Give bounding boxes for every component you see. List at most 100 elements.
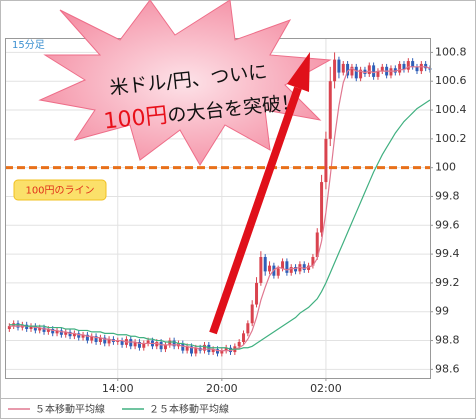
candle-body [202,344,206,351]
y-tick-label: 98.6 [435,362,460,375]
candle-body [294,267,298,272]
candle-body [146,340,150,344]
candle-body [372,65,376,77]
starburst [38,0,332,166]
x-tick-label: 02:00 [310,382,342,395]
candle-body [354,66,358,79]
candle-body [90,336,94,341]
candle-body [116,340,120,342]
y-tick-label: 100.8 [435,45,467,58]
candle-body [328,81,332,139]
candle-body [224,347,228,351]
candle-body [415,66,419,72]
candle-body [307,265,311,270]
candle-body [216,349,219,354]
y-tick-label: 100 [435,161,456,174]
candle-body [220,350,224,354]
candle-body [393,68,397,73]
candle-body [237,341,241,347]
candle-body [25,324,29,330]
candle-body [250,304,254,324]
y-tick-label: 99.4 [435,247,460,260]
candle-body [185,346,189,351]
candle-body [142,343,146,348]
candle-body [16,323,20,328]
candle-body [55,330,59,334]
candle-body [276,268,280,276]
legend: ５本移動平均線 ２５本移動平均線 [8,403,229,416]
candle-body [402,63,406,70]
candle-body [129,339,133,347]
candle-body [285,261,289,273]
candle-body [350,66,354,76]
candle-body [29,326,33,330]
candle-body [72,333,76,337]
candle-body [38,327,42,331]
candle-body [33,326,37,331]
candle-body [46,329,50,332]
candle-body [411,61,415,67]
candle-body [298,264,302,272]
candle-body [163,344,167,350]
x-tick-label: 20:00 [206,382,238,395]
candle-body [320,182,324,233]
candle-body [259,256,263,283]
candle-body [406,61,410,70]
candle-body [341,63,345,73]
candle-body [380,66,384,72]
candle-body [315,232,319,257]
moving-average-line [9,66,431,352]
candle-body [133,341,137,347]
candle-body [424,63,428,69]
candle-body [94,336,98,342]
candle-body [7,326,11,330]
y-tick-label: 100.4 [435,103,467,116]
candle-body [263,256,267,272]
y-tick-label: 98.8 [435,334,460,347]
candle-body [172,340,176,347]
candle-body [155,341,159,347]
candle-body [311,256,315,266]
candle-body [229,347,233,353]
candle-body [107,339,111,344]
candle-body [346,63,350,76]
candle-body [120,340,124,345]
candle-body [281,261,285,269]
candle-body [51,329,55,334]
candle-body [419,63,423,72]
candle-body [337,59,341,73]
y-tick-label: 99.6 [435,218,460,231]
legend-label: ２５本移動平均線 [149,403,229,416]
candle-body [194,347,198,354]
candle-body [211,349,215,353]
candle-body [85,334,89,341]
candle-body [376,71,380,77]
candle-body [168,340,172,345]
arrow-shaft [209,86,302,335]
candle-body [159,341,163,350]
y-tick-label: 100.2 [435,132,467,145]
moving-average-line [9,99,431,350]
y-tick-label: 100.6 [435,74,467,87]
candle-body [207,344,211,353]
candle-body [389,68,393,76]
candle-body [268,265,272,272]
candle-body [103,337,107,344]
candle-body [77,333,81,338]
candle-body [333,59,337,82]
candle-body [242,333,246,342]
candle-body [363,69,367,75]
hline-label-box [13,179,107,201]
x-tick-label: 14:00 [102,382,134,395]
candle-body [398,63,402,73]
marks [5,52,432,357]
arrow-head [287,52,310,92]
candle-body [64,331,68,335]
candle-body [302,264,306,270]
candle-body [59,330,63,335]
candle-body [68,331,72,337]
candle-body [81,334,85,338]
candle-body [181,343,185,351]
candle-body [246,323,250,334]
